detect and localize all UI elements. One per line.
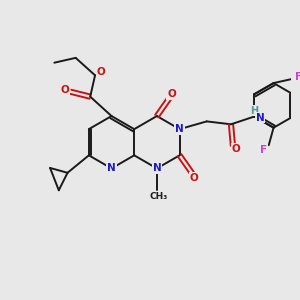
Text: CH₃: CH₃ xyxy=(150,192,168,201)
Text: O: O xyxy=(61,85,69,95)
Text: N: N xyxy=(256,112,265,122)
Text: O: O xyxy=(167,89,176,99)
Text: N: N xyxy=(152,164,161,173)
Text: O: O xyxy=(232,143,240,154)
Text: O: O xyxy=(190,172,199,183)
Text: H: H xyxy=(250,106,258,116)
Text: N: N xyxy=(107,164,116,173)
Text: O: O xyxy=(97,68,105,77)
Text: N: N xyxy=(175,124,184,134)
Text: F: F xyxy=(295,72,300,82)
Text: F: F xyxy=(260,145,267,155)
